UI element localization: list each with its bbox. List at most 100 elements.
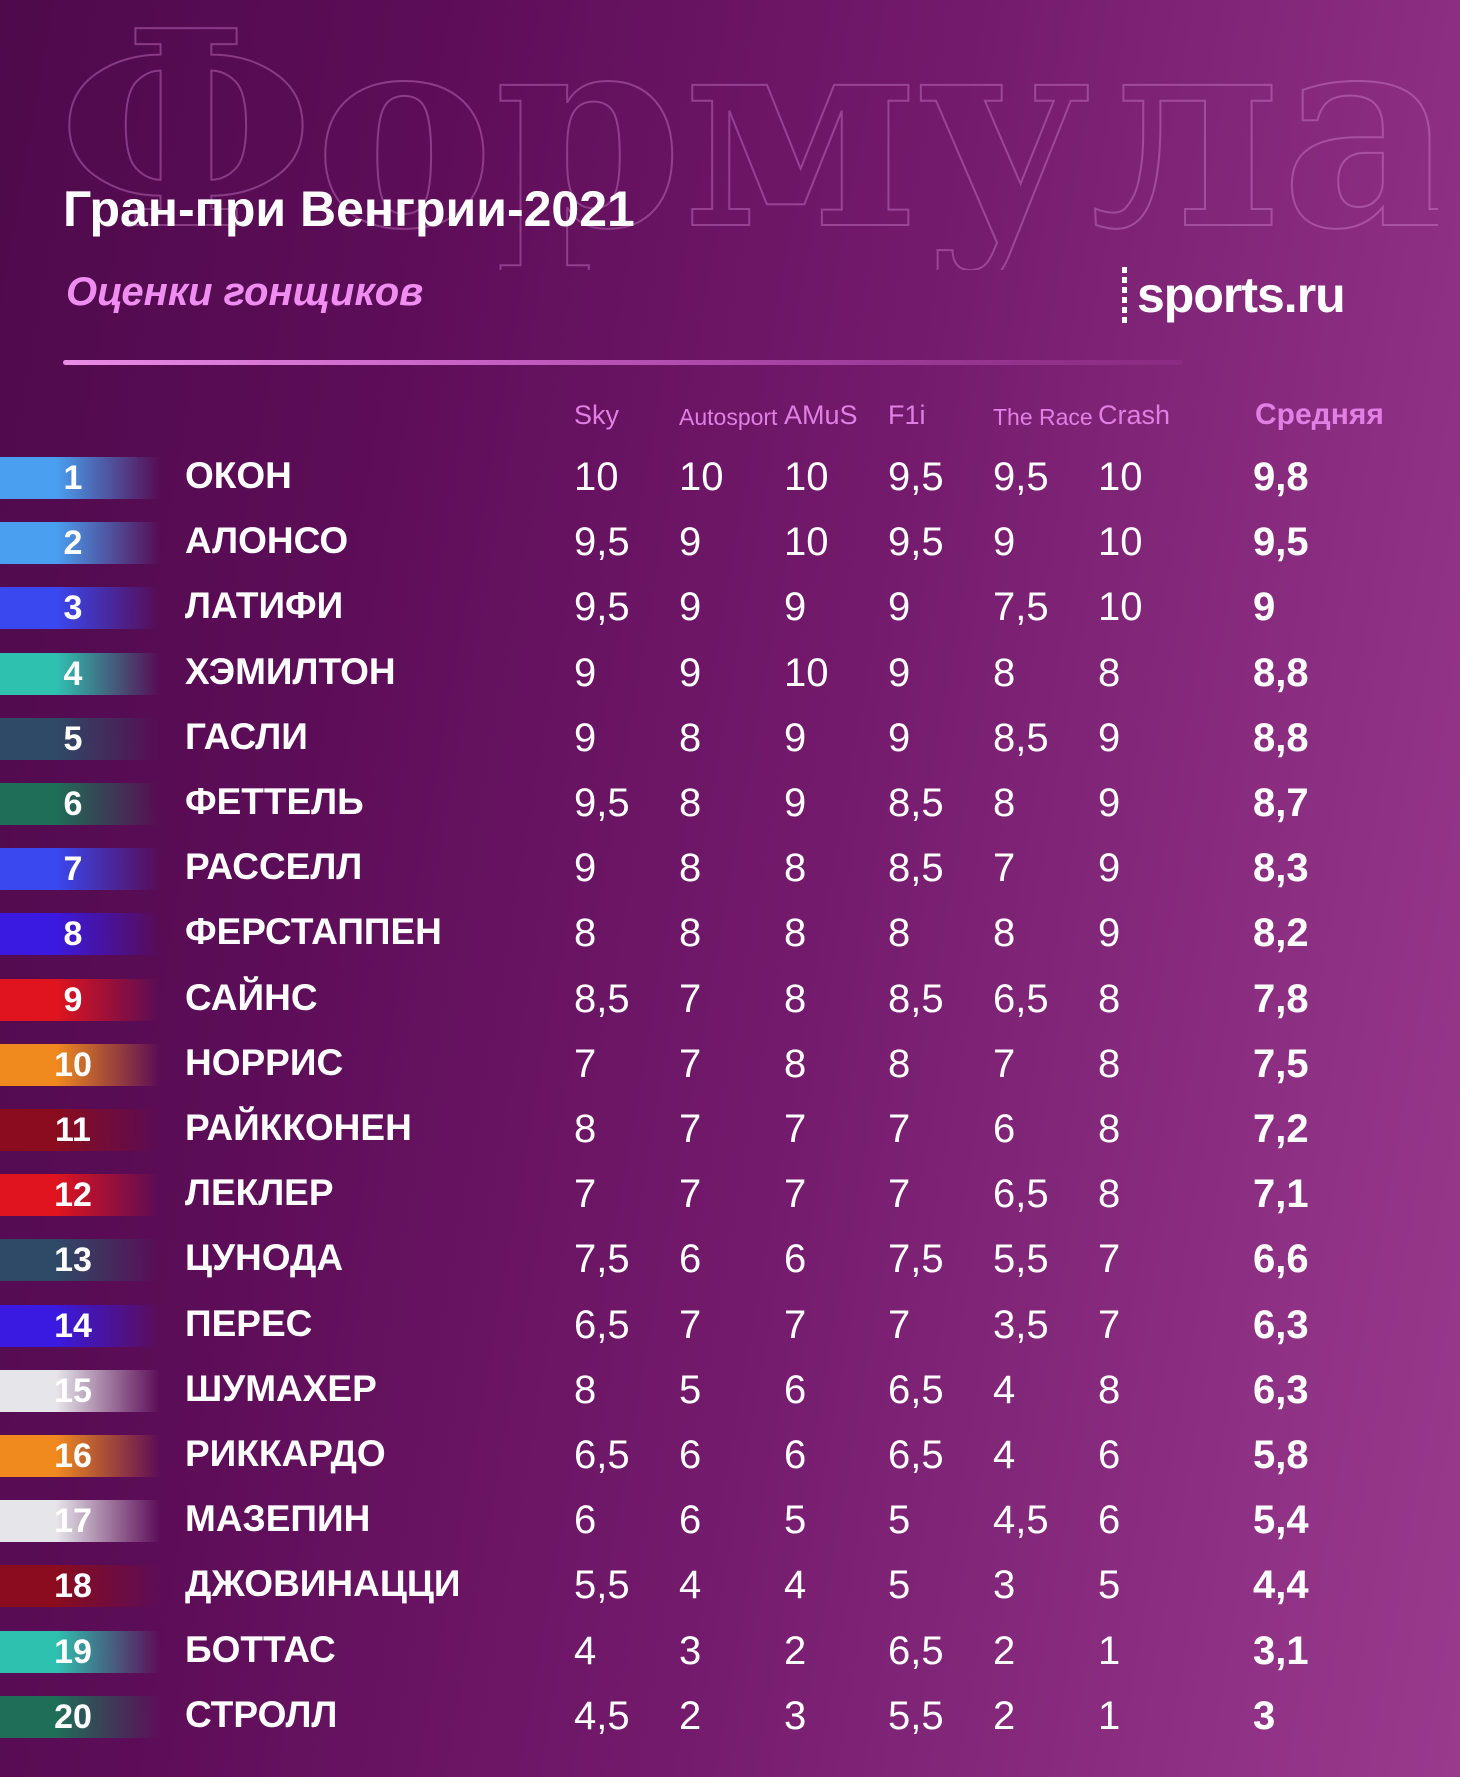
rank-number: 13 bbox=[54, 1241, 92, 1280]
score-cell: 4,5 bbox=[993, 1498, 1049, 1543]
column-header-average: Средняя bbox=[1255, 398, 1384, 431]
score-cell: 10 bbox=[1098, 585, 1143, 630]
logo-mark-icon bbox=[1122, 267, 1127, 323]
score-cell: 9 bbox=[679, 650, 702, 695]
column-header-f1i: F1i bbox=[888, 400, 926, 430]
score-cell: 8 bbox=[784, 976, 807, 1021]
average-score: 9 bbox=[1253, 585, 1276, 630]
table-row: 2 АЛОНСО 9,5 9 10 9,5 9 10 9,5 bbox=[0, 510, 1460, 570]
score-cell: 2 bbox=[679, 1693, 702, 1738]
score-cell: 5,5 bbox=[888, 1693, 944, 1738]
score-cell: 7 bbox=[679, 976, 702, 1021]
score-cell: 6 bbox=[993, 1107, 1016, 1151]
score-cell: 7 bbox=[574, 1041, 597, 1086]
score-cell: 3,5 bbox=[993, 1302, 1049, 1347]
score-cell: 7 bbox=[1098, 1237, 1121, 1282]
score-cell: 7 bbox=[679, 1302, 702, 1347]
rank-number: 6 bbox=[63, 785, 83, 823]
score-cell: 8,5 bbox=[574, 976, 630, 1021]
score-cell: 6 bbox=[784, 1433, 807, 1477]
table-row: 12 ЛЕКЛЕР 7 7 7 7 6,5 8 7,1 bbox=[0, 1162, 1460, 1222]
table-row: 9 САЙНС 8,5 7 8 8,5 6,5 8 7,8 bbox=[0, 967, 1460, 1027]
score-cell: 6 bbox=[679, 1498, 702, 1543]
team-color-badge: 7 bbox=[0, 848, 160, 891]
score-cell: 8,5 bbox=[888, 781, 944, 825]
score-cell: 9 bbox=[784, 781, 807, 825]
score-cell: 9 bbox=[679, 585, 702, 630]
average-score: 6,6 bbox=[1253, 1237, 1309, 1282]
average-score: 9,8 bbox=[1253, 455, 1309, 499]
score-cell: 8 bbox=[1098, 1172, 1121, 1217]
score-cell: 9 bbox=[574, 650, 597, 695]
sports-logo: sports.ru bbox=[1122, 265, 1346, 325]
score-cell: 4 bbox=[993, 1367, 1016, 1412]
team-color-badge: 19 bbox=[0, 1630, 160, 1673]
team-color-badge: 9 bbox=[0, 978, 160, 1021]
score-cell: 7 bbox=[1098, 1302, 1121, 1347]
score-cell: 8 bbox=[574, 1367, 597, 1412]
score-cell: 9,5 bbox=[574, 585, 630, 630]
average-score: 7,5 bbox=[1253, 1041, 1309, 1086]
driver-name: АЛОНСО bbox=[185, 520, 349, 562]
driver-name: БОТТАС bbox=[185, 1628, 336, 1670]
score-cell: 8 bbox=[1098, 976, 1121, 1021]
table-row: 15 ШУМАХЕР 8 5 6 6,5 4 8 6,3 bbox=[0, 1358, 1460, 1418]
score-cell: 8 bbox=[993, 781, 1016, 825]
rank-number: 4 bbox=[63, 654, 83, 693]
score-cell: 9 bbox=[679, 520, 702, 565]
score-cell: 6,5 bbox=[993, 1172, 1049, 1217]
average-score: 5,8 bbox=[1253, 1433, 1309, 1477]
score-cell: 8 bbox=[784, 911, 807, 956]
score-cell: 7 bbox=[679, 1172, 702, 1217]
score-cell: 6,5 bbox=[888, 1367, 944, 1412]
score-cell: 7,5 bbox=[993, 585, 1049, 630]
driver-name: ХЭМИЛТОН bbox=[185, 650, 396, 692]
rank-number: 12 bbox=[54, 1176, 92, 1215]
score-cell: 9 bbox=[1098, 781, 1121, 825]
page-title: Гран-при Венгрии-2021 bbox=[63, 181, 635, 237]
score-cell: 2 bbox=[993, 1628, 1016, 1673]
score-cell: 8,5 bbox=[888, 846, 944, 891]
score-cell: 10 bbox=[574, 455, 619, 499]
rank-number: 16 bbox=[54, 1437, 92, 1475]
page-subtitle: Оценки гонщиков bbox=[66, 270, 424, 314]
score-cell: 10 bbox=[784, 520, 829, 565]
team-color-badge: 10 bbox=[0, 1043, 160, 1086]
table-row: 11 РАЙККОНЕН 8 7 7 7 6 8 7,2 bbox=[0, 1097, 1460, 1157]
score-cell: 9 bbox=[784, 585, 807, 630]
score-cell: 4 bbox=[993, 1433, 1016, 1477]
score-cell: 6 bbox=[784, 1237, 807, 1282]
score-cell: 8,5 bbox=[993, 715, 1049, 760]
rank-number: 7 bbox=[63, 850, 83, 889]
team-color-badge: 11 bbox=[0, 1109, 160, 1151]
driver-name: ПЕРЕС bbox=[185, 1302, 313, 1344]
score-cell: 6 bbox=[679, 1237, 702, 1282]
score-cell: 8 bbox=[1098, 1107, 1121, 1151]
score-cell: 5 bbox=[1098, 1563, 1121, 1608]
table-row: 14 ПЕРЕС 6,5 7 7 7 3,5 7 6,3 bbox=[0, 1293, 1460, 1353]
team-color-badge: 14 bbox=[0, 1304, 160, 1347]
rank-number: 9 bbox=[63, 980, 83, 1019]
score-cell: 9 bbox=[574, 715, 597, 760]
score-cell: 4 bbox=[574, 1628, 597, 1673]
average-score: 8,2 bbox=[1253, 911, 1309, 956]
average-score: 3,1 bbox=[1253, 1628, 1309, 1673]
score-cell: 1 bbox=[1098, 1693, 1121, 1738]
score-cell: 10 bbox=[1098, 455, 1143, 499]
score-cell: 6 bbox=[679, 1433, 702, 1477]
score-cell: 2 bbox=[993, 1693, 1016, 1738]
score-cell: 6 bbox=[784, 1367, 807, 1412]
score-cell: 7 bbox=[888, 1107, 911, 1151]
average-score: 7,1 bbox=[1253, 1172, 1309, 1217]
score-cell: 8 bbox=[1098, 1041, 1121, 1086]
table-row: 16 РИККАРДО 6,5 6 6 6,5 4 6 5,8 bbox=[0, 1423, 1460, 1483]
score-cell: 6 bbox=[1098, 1498, 1121, 1543]
table-row: 18 ДЖОВИНАЦЦИ 5,5 4 4 5 3 5 4,4 bbox=[0, 1553, 1460, 1613]
score-cell: 9 bbox=[888, 650, 911, 695]
score-cell: 8,5 bbox=[888, 976, 944, 1021]
score-cell: 3 bbox=[784, 1693, 807, 1738]
driver-name: РИККАРДО bbox=[185, 1433, 386, 1474]
team-color-badge: 6 bbox=[0, 783, 160, 825]
score-cell: 10 bbox=[784, 650, 829, 695]
table-row: 19 БОТТАС 4 3 2 6,5 2 1 3,1 bbox=[0, 1619, 1460, 1679]
